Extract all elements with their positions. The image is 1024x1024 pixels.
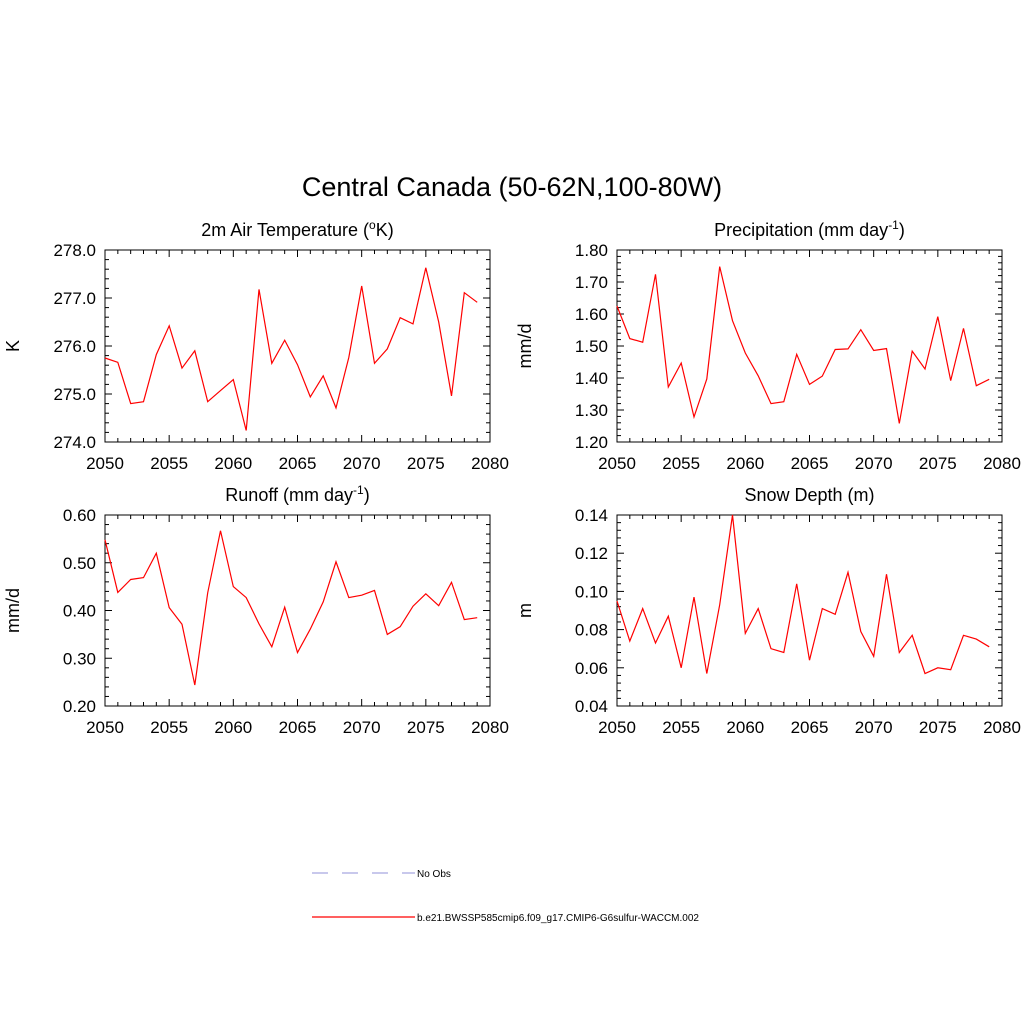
main-title: Central Canada (50-62N,100-80W) <box>302 172 722 202</box>
y-tick-label: 276.0 <box>53 337 96 356</box>
legend-label-2: b.e21.BWSSP585cmip6.f09_g17.CMIP6-G6sulf… <box>417 913 699 924</box>
y-tick-label: 1.20 <box>575 433 608 452</box>
chart-panel-1: 2050 2055 2060 2065 2070 2075 2080 274.0 275.0 27… <box>3 218 509 473</box>
panel-title: 2m Air Temperature (oK) <box>201 218 393 240</box>
y-tick-label: 1.50 <box>575 337 608 356</box>
panel-title: Runoff (mm day-1) <box>225 483 369 505</box>
y-tick-label: 0.20 <box>63 697 96 716</box>
plot-frame <box>104 249 491 443</box>
x-tick-label: 2080 <box>983 718 1021 737</box>
y-tick-label: 0.60 <box>63 506 96 525</box>
legend-label-1: No Obs <box>417 869 451 880</box>
x-tick-label: 2050 <box>86 454 124 473</box>
x-tick-label: 2050 <box>86 718 124 737</box>
y-tick-label: 1.80 <box>575 241 608 260</box>
y-tick-label: 278.0 <box>53 241 96 260</box>
x-tick-label: 2060 <box>726 454 764 473</box>
x-tick-label: 2075 <box>407 718 445 737</box>
x-tick-label: 2080 <box>471 718 509 737</box>
y-axis-label: mm/d <box>3 588 23 633</box>
panel-title: Precipitation (mm day-1) <box>714 218 905 240</box>
plot-frame <box>616 514 1003 707</box>
y-tick-label: 0.50 <box>63 554 96 573</box>
y-tick-label: 274.0 <box>53 433 96 452</box>
x-tick-label: 2050 <box>598 718 636 737</box>
y-tick-label: 0.14 <box>575 506 608 525</box>
series-line-1 <box>104 267 478 431</box>
x-tick-label: 2075 <box>919 718 957 737</box>
x-tick-label: 2070 <box>855 454 893 473</box>
y-axis-label: K <box>3 340 23 352</box>
series-line-1 <box>616 514 990 675</box>
x-tick-label: 2070 <box>343 718 381 737</box>
y-tick-label: 0.08 <box>575 621 608 640</box>
x-tick-label: 2055 <box>150 718 188 737</box>
y-tick-label: 1.40 <box>575 369 608 388</box>
x-tick-label: 2065 <box>791 718 829 737</box>
x-tick-label: 2055 <box>662 718 700 737</box>
chart-panel-3: 2050 2055 2060 2065 2070 2075 2080 0.20 0.30 0.40… <box>3 483 509 737</box>
x-tick-label: 2065 <box>279 454 317 473</box>
x-tick-label: 2080 <box>471 454 509 473</box>
x-tick-label: 2055 <box>662 454 700 473</box>
x-tick-label: 2050 <box>598 454 636 473</box>
series-line-1 <box>616 266 990 424</box>
y-tick-label: 277.0 <box>53 289 96 308</box>
y-tick-label: 0.04 <box>575 697 608 716</box>
chart-panel-4: 2050 2055 2060 2065 2070 2075 2080 0.04 0.06 0.08… <box>515 485 1021 737</box>
x-tick-label: 2060 <box>214 718 252 737</box>
x-tick-label: 2060 <box>214 454 252 473</box>
panels-group: 2050 2055 2060 2065 2070 2075 2080 274.0 275.0 27… <box>3 218 1021 737</box>
x-tick-label: 2080 <box>983 454 1021 473</box>
y-tick-label: 0.10 <box>575 582 608 601</box>
y-tick-label: 0.30 <box>63 649 96 668</box>
x-tick-label: 2070 <box>855 718 893 737</box>
y-axis-label: mm/d <box>515 324 535 369</box>
x-tick-label: 2065 <box>279 718 317 737</box>
y-tick-label: 1.30 <box>575 401 608 420</box>
panel-title: Snow Depth (m) <box>744 485 874 505</box>
x-tick-label: 2075 <box>919 454 957 473</box>
y-tick-label: 0.06 <box>575 659 608 678</box>
y-tick-label: 0.12 <box>575 544 608 563</box>
legend: No Obs b.e21.BWSSP585cmip6.f09_g17.CMIP6-… <box>312 869 699 924</box>
plot-frame <box>104 514 491 707</box>
x-tick-label: 2070 <box>343 454 381 473</box>
y-tick-label: 1.60 <box>575 305 608 324</box>
y-tick-label: 1.70 <box>575 273 608 292</box>
x-tick-label: 2075 <box>407 454 445 473</box>
x-tick-label: 2065 <box>791 454 829 473</box>
chart-panel-2: 2050 2055 2060 2065 2070 2075 2080 1.20 1.30 1.40… <box>515 218 1021 473</box>
series-line-1 <box>104 530 478 686</box>
y-axis-label: m <box>515 603 535 618</box>
x-tick-label: 2055 <box>150 454 188 473</box>
x-tick-label: 2060 <box>726 718 764 737</box>
y-tick-label: 0.40 <box>63 602 96 621</box>
y-tick-label: 275.0 <box>53 385 96 404</box>
